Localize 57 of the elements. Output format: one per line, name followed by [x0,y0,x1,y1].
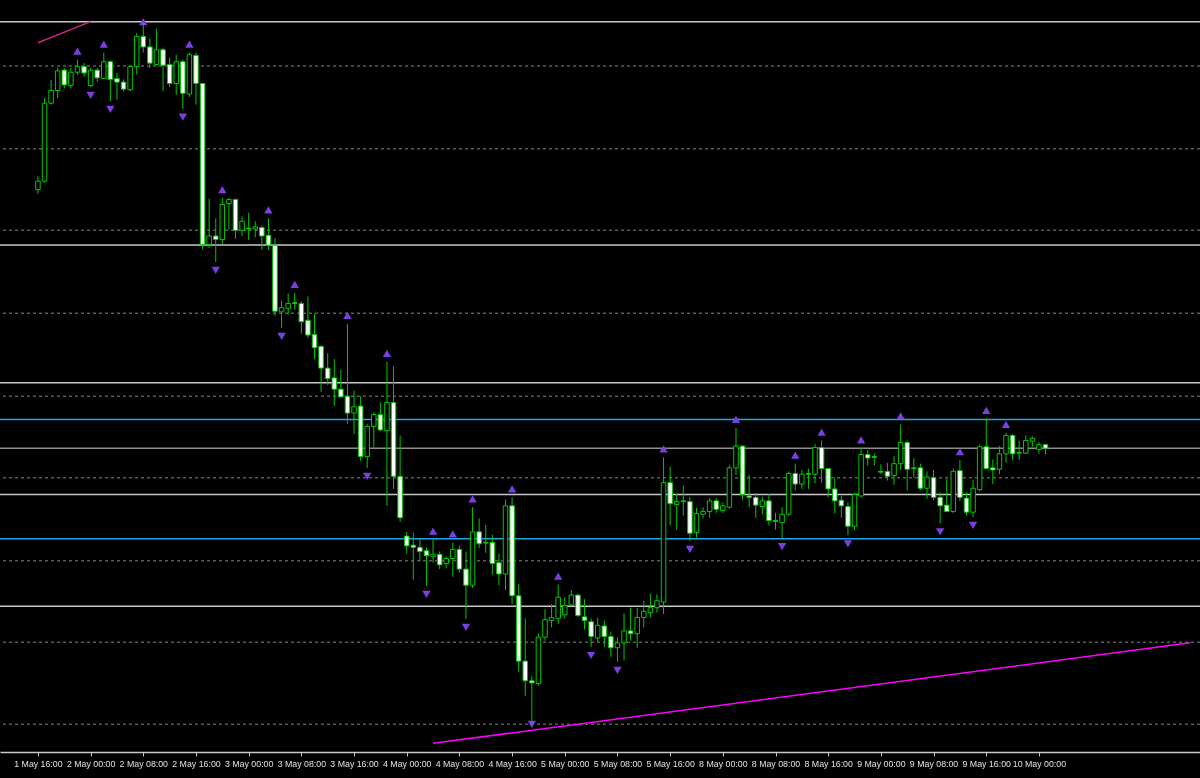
x-tick-label: 4 May 08:00 [435,758,485,769]
x-tick-label: 2 May 16:00 [172,758,221,769]
x-tick-label: 9 May 00:00 [857,758,906,769]
point [468,495,477,503]
x-tick-label: 4 May 16:00 [488,758,537,769]
point [106,105,115,114]
point [507,485,517,493]
point [218,185,227,194]
point [264,206,273,214]
x-tick-label: 10 May 00:00 [1012,758,1067,769]
x-tick-label: 5 May 00:00 [541,758,590,769]
point [343,311,352,320]
point [277,332,286,341]
point [554,572,563,580]
x-tick-label: 2 May 00:00 [66,758,116,769]
point [955,448,965,456]
x-tick-label: 3 May 16:00 [330,758,379,769]
point [428,527,438,535]
x-tick-label: 4 May 00:00 [383,758,432,769]
x-tick-label: 5 May 08:00 [593,758,643,769]
x-tick-label: 9 May 08:00 [909,758,959,769]
x-tick-label: 3 May 08:00 [277,758,327,769]
point [382,349,392,357]
x-tick-label: 5 May 16:00 [646,758,695,769]
point [1001,420,1011,428]
point [659,445,668,453]
x-tick-label: 8 May 00:00 [699,758,748,769]
point [731,415,741,424]
point [935,528,945,536]
point [817,428,826,436]
point [363,472,372,480]
x-tick-label: 2 May 08:00 [119,758,169,769]
point [968,521,978,530]
point [777,542,787,551]
point [856,436,866,444]
point [178,113,187,121]
x-tick-label: 8 May 16:00 [804,758,853,769]
point [843,540,853,548]
candlestick [581,598,588,630]
point [586,651,596,660]
point [73,47,82,55]
point [422,590,431,598]
point [86,91,95,100]
x-tick-label: 1 May 16:00 [14,758,63,769]
x-tick-label: 9 May 16:00 [962,758,1012,769]
point [211,266,220,275]
point [613,666,622,674]
x-tick-label: 3 May 00:00 [224,758,274,769]
point [461,623,471,632]
x-tick-label: 8 May 08:00 [751,758,801,769]
point [290,280,299,289]
point [99,40,108,48]
point [791,451,800,459]
point [685,545,695,554]
point [185,40,194,48]
point [982,406,991,414]
point [448,530,457,538]
